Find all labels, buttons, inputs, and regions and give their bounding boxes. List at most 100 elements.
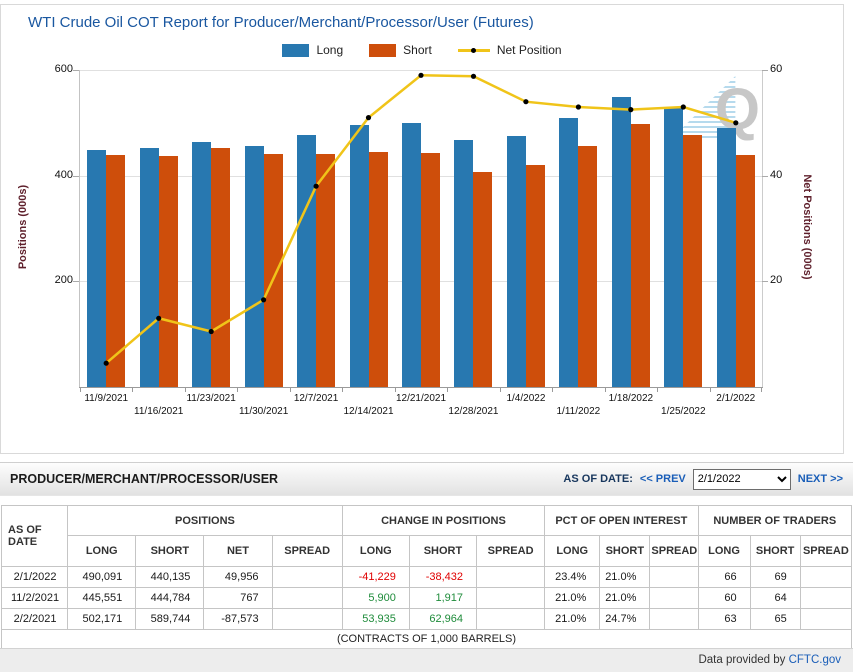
x-axis-label-1/25/2022: 1/25/2022 [661,406,706,417]
bar-long-11/30/2021[interactable] [244,146,264,387]
col-header-chg-spread: SPREAD [476,535,546,567]
bar-group-1/11/2022[interactable] [552,70,604,387]
group-header-pct-of-open-interest: PCT OF OPEN INTEREST [544,505,699,536]
bar-long-1/18/2022[interactable] [611,97,631,387]
cell-chg-long: 5,900 [341,587,410,609]
chart-title: WTI Crude Oil COT Report for Producer/Me… [28,14,534,31]
left-axis-tick [73,175,79,177]
right-axis-tick [762,175,768,177]
x-axis-tick [342,388,343,392]
section-title: PRODUCER/MERCHANT/PROCESSOR/USER [10,472,279,486]
bar-short-11/23/2021[interactable] [211,147,231,387]
bar-long-12/21/2021[interactable] [401,122,421,387]
cell-chg-long: -41,229 [341,566,410,588]
bar-short-11/30/2021[interactable] [263,154,283,387]
bar-group-11/30/2021[interactable] [237,70,289,387]
cell-num-short: 64 [749,587,801,609]
left-axis-tick [73,281,79,283]
bar-long-11/16/2021[interactable] [139,148,159,387]
cell-num-spread [799,608,853,630]
legend-item-net-position[interactable]: Net Position [457,43,562,57]
bar-group-12/21/2021[interactable] [395,70,447,387]
cell-num-long: 63 [697,608,751,630]
cftc-link[interactable]: CFTC.gov [788,654,841,666]
col-header-chg-short: SHORT [408,535,478,567]
bar-short-12/28/2021[interactable] [473,171,493,387]
cell-chg-spread [476,566,546,588]
bar-group-12/14/2021[interactable] [342,70,394,387]
col-header-chg-long: LONG [341,535,410,567]
cell-num-long: 60 [697,587,751,609]
x-axis-tick [290,388,291,392]
col-header-pct-spread: SPREAD [649,535,699,567]
x-axis-label-11/9/2021: 11/9/2021 [84,393,129,404]
x-axis-tick [447,388,448,392]
col-header-pct-long: LONG [544,535,601,567]
section-header-bar: PRODUCER/MERCHANT/PROCESSOR/USER AS OF D… [0,462,853,496]
bar-group-2/1/2022[interactable] [710,70,762,387]
bar-long-11/23/2021[interactable] [192,141,212,387]
bar-short-12/21/2021[interactable] [420,153,440,387]
bar-long-1/25/2022[interactable] [664,106,684,387]
bar-short-12/7/2021[interactable] [316,154,336,387]
bar-group-1/4/2022[interactable] [500,70,552,387]
legend-label-net-position: Net Position [496,43,562,57]
bar-short-12/14/2021[interactable] [368,152,388,387]
bar-short-1/11/2022[interactable] [578,146,598,387]
bar-group-12/7/2021[interactable] [290,70,342,387]
cell-chg-long: 53,935 [341,608,410,630]
bar-long-1/11/2022[interactable] [559,118,579,387]
long-swatch [282,43,310,57]
bar-group-1/25/2022[interactable] [657,70,709,387]
chart-plot-area[interactable]: Q 11/9/2021 11/16/2021 11/23/2021 11/30/202… [79,70,763,417]
bar-group-11/23/2021[interactable] [185,70,237,387]
bar-group-1/18/2022[interactable] [605,70,657,387]
as-of-date-select[interactable]: 2/1/2022 [692,468,791,490]
cell-pos-spread [271,608,343,630]
bar-group-11/9/2021[interactable] [80,70,132,387]
cell-pos-spread [271,566,343,588]
next-date-link[interactable]: NEXT >> [797,473,843,485]
col-header-num-spread: SPREAD [799,535,853,567]
bar-long-12/14/2021[interactable] [349,125,369,387]
cell-date: 11/2/2021 [0,587,69,609]
chart-legend: Long Short Net Position [1,43,843,57]
bar-short-1/4/2022[interactable] [525,164,545,387]
bar-long-12/7/2021[interactable] [297,135,317,387]
x-axis-tick [710,388,711,392]
bar-short-11/16/2021[interactable] [158,155,178,387]
prev-date-link[interactable]: << PREV [639,473,686,485]
bar-long-2/1/2022[interactable] [716,128,736,387]
cell-pos-long: 490,091 [67,566,137,588]
bar-group-12/28/2021[interactable] [447,70,499,387]
group-header-positions: POSITIONS [67,505,343,536]
bar-short-2/1/2022[interactable] [735,154,755,387]
cell-pos-net: -87,573 [203,608,273,630]
x-axis-label-12/28/2021: 12/28/2021 [448,406,499,417]
table-row: 11/2/2021 445,551 444,784 767 5,900 1,91… [0,587,853,609]
table-footnote-row: (CONTRACTS OF 1,000 BARRELS) [1,629,852,649]
footer-text: Data provided by [698,654,789,666]
col-header-as-of-date: AS OF DATE [0,505,69,567]
col-header-pos-net: NET [203,535,273,567]
x-axis-tick [395,388,396,392]
x-axis-label-12/21/2021: 12/21/2021 [395,393,447,404]
bar-group-11/16/2021[interactable] [132,70,184,387]
bar-short-11/9/2021[interactable] [106,154,126,387]
col-header-pct-short: SHORT [599,535,651,567]
legend-item-short[interactable]: Short [369,43,432,57]
bar-short-1/18/2022[interactable] [630,124,650,387]
bar-long-11/9/2021[interactable] [87,150,107,387]
cell-pct-short: 24.7% [599,608,651,630]
col-header-pos-spread: SPREAD [271,535,343,567]
cell-num-short: 65 [749,608,801,630]
legend-item-long[interactable]: Long [282,43,343,57]
cell-pos-net: 767 [203,587,273,609]
bar-short-1/25/2022[interactable] [683,135,703,387]
bar-long-1/4/2022[interactable] [506,135,526,387]
table-row: 2/2/2021 502,171 589,744 -87,573 53,935 … [0,608,853,630]
legend-label-short: Short [403,43,432,57]
x-axis-tick [605,388,606,392]
x-axis-label-11/16/2021: 11/16/2021 [134,406,184,417]
bar-long-12/28/2021[interactable] [454,140,474,387]
